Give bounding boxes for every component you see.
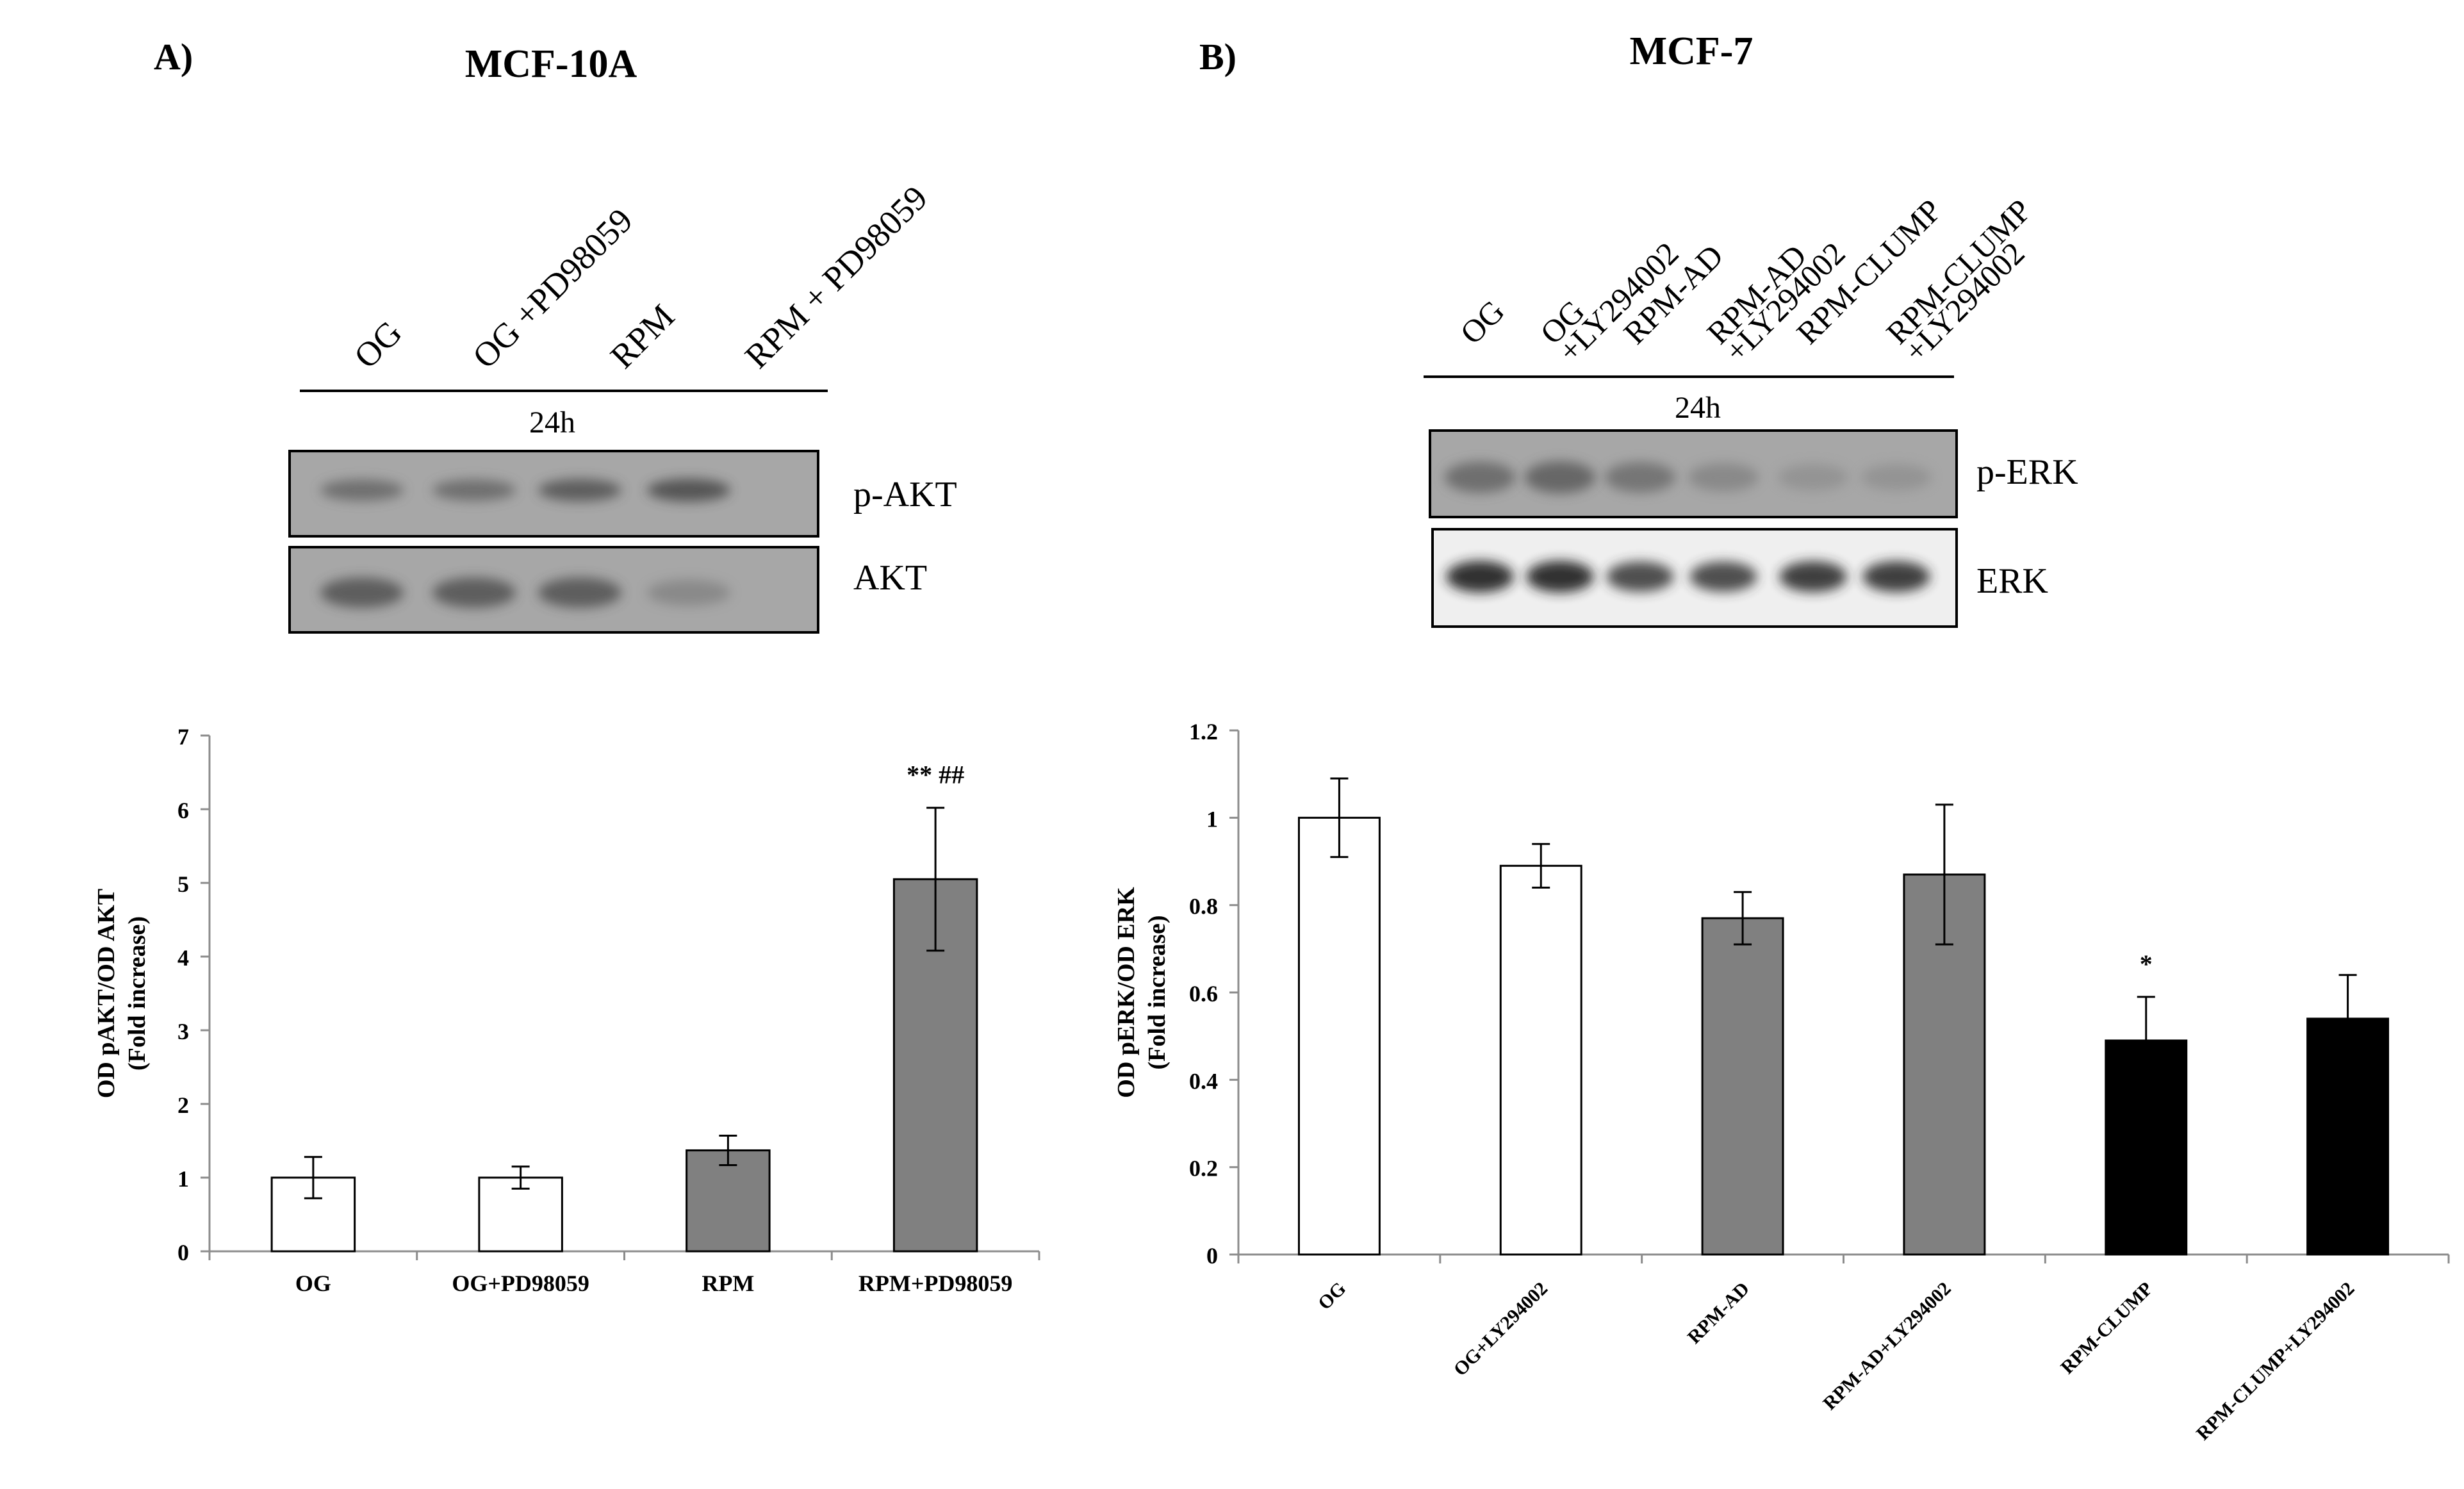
panel-b-blot: OG OG+LY294002RPM-ADRPM-AD+LY294002RPM-CL…: [1424, 192, 2078, 628]
panel-b-lane-label: OG: [1453, 293, 1511, 351]
panel-b-y-tick-label: 0.8: [1189, 894, 1218, 919]
panel-a-pakt-band: [538, 479, 621, 502]
panel-a-lane-label: RPM: [603, 297, 682, 375]
panel-a-y-tick-label: 2: [177, 1092, 189, 1118]
panel-b-y-tick-label: 0: [1206, 1243, 1218, 1269]
panel-a-pakt-band: [647, 479, 730, 502]
panel-a-lane-label-line: RPM: [603, 297, 682, 375]
panel-a-pakt-bands: [320, 479, 730, 502]
panel-b-erk-bands: [1446, 561, 1930, 593]
panel-a-y-tick-label: 7: [177, 724, 189, 750]
panel-b-erk-label: ERK: [1976, 561, 2048, 601]
panel-a-akt-bands: [320, 577, 730, 608]
panel-a-title: MCF-10A: [465, 42, 637, 86]
panel-b-erk-band: [1862, 561, 1930, 593]
panel-b-bar-chart: 0 0.2 0.4 0.6 0.8 1 1.2 OG OG+LY294002 RPM-AD RPM-…: [1113, 719, 2450, 1445]
panel-a-category-label: OG: [295, 1271, 331, 1296]
panel-a-bar: [478, 1176, 563, 1253]
panel-b-erk-band: [1606, 561, 1674, 592]
panel-a-pakt-band: [320, 479, 404, 501]
panel-a-lane-label-line: OG: [347, 313, 409, 376]
panel-a-y-tick-label: 1: [177, 1166, 189, 1192]
panel-b-y-axis-label: (Fold increase): [1144, 916, 1170, 1070]
panel-b-y-tick-label: 0.6: [1189, 981, 1218, 1007]
panel-a-pakt-band: [432, 479, 516, 501]
panel-a-lane-label: OG: [347, 313, 409, 376]
panel-b-y-tick-label: 1: [1206, 806, 1218, 832]
panel-a-y-tick-label: 5: [177, 871, 189, 897]
panel-b-bar: [1297, 816, 1381, 1256]
panel-b-y-axis-label: OD pERK/OD ERK: [1113, 887, 1140, 1098]
panel-a-y-tick-label: 4: [177, 945, 189, 971]
panel-a-akt-band: [432, 577, 516, 608]
panel-b-timepoint: 24h: [1675, 391, 1721, 425]
panel-a-timepoint: 24h: [529, 406, 575, 440]
panel-b-bar: [1499, 864, 1582, 1256]
panel-a-significance: ** ##: [907, 761, 964, 789]
panel-b-category-label: RPM-CLUMP+LY294002: [2192, 1278, 2359, 1445]
panel-b-erk-band: [1526, 561, 1594, 593]
panel-a-letter: A): [154, 36, 193, 78]
panel-a-y-tick-label: 3: [177, 1019, 189, 1044]
panel-b-y-tick-label: 0.2: [1189, 1156, 1218, 1181]
panel-a-lane-label-line: RPM + PD98059: [737, 178, 935, 375]
panel-b-perk-band: [1861, 464, 1932, 491]
panel-b-title: MCF-7: [1630, 29, 1754, 73]
panel-b-category-label: RPM-AD+LY294002: [1819, 1278, 1955, 1415]
panel-b-perk-bands: [1445, 461, 1932, 493]
panel-b-lane-labels: OG OG+LY294002RPM-ADRPM-AD+LY294002RPM-CL…: [1453, 192, 2038, 369]
panel-b-category-label: RPM-AD: [1684, 1278, 1754, 1348]
panel-a-akt-band: [647, 579, 730, 606]
panel-a-akt-label: AKT: [853, 558, 927, 598]
panel-b-perk-band: [1605, 462, 1675, 493]
panel-b-perk-band: [1688, 463, 1759, 491]
panel-b-erk-band: [1779, 561, 1847, 593]
panel-b-y-tick-label: 1.2: [1189, 719, 1218, 745]
panel-a-bar-chart: 0 1 2 3 4 5 6 7 OG OG+PD98059 RPM ** ## RPM+PD98059 O…: [93, 724, 1040, 1296]
panel-b-perk-band: [1445, 461, 1515, 493]
panel-b-category-label: OG+LY294002: [1450, 1278, 1552, 1381]
panel-a-akt-band: [320, 577, 404, 608]
panel-b-letter: B): [1199, 36, 1236, 78]
panel-b-erk-band: [1446, 561, 1514, 593]
panel-b-lane-label-line: OG: [1453, 293, 1511, 351]
panel-a-y-axis-label: OD pAKT/OD AKT: [93, 889, 120, 1098]
panel-b-y-tick-label: 0.4: [1189, 1068, 1218, 1094]
panel-b-erk-band: [1689, 561, 1757, 592]
panel-a-category-label: RPM+PD98059: [858, 1271, 1012, 1296]
panel-a-y-tick-label: 0: [177, 1240, 189, 1265]
panel-a-lane-label: RPM + PD98059: [737, 178, 935, 375]
panel-b-category-label: OG: [1314, 1278, 1350, 1314]
panel-b-perk-band: [1778, 464, 1848, 491]
panel-b-significance: *: [2140, 950, 2153, 978]
panel-a-pakt-label: p-AKT: [853, 475, 957, 514]
panel-b-perk-label: p-ERK: [1976, 452, 2078, 492]
panel-a-akt-band: [538, 577, 621, 608]
panel-b-category-label: RPM-CLUMP: [2057, 1278, 2156, 1378]
panel-a-bar: [686, 1149, 771, 1253]
panel-a-category-label: RPM: [702, 1271, 754, 1296]
panel-a-y-axis-label: (Fold increase): [124, 916, 151, 1071]
panel-a-category-label: OG+PD98059: [452, 1271, 589, 1296]
panel-b-bar: [1701, 917, 1784, 1256]
panel-b-perk-band: [1525, 461, 1595, 493]
panel-a-y-tick-label: 6: [177, 798, 189, 823]
